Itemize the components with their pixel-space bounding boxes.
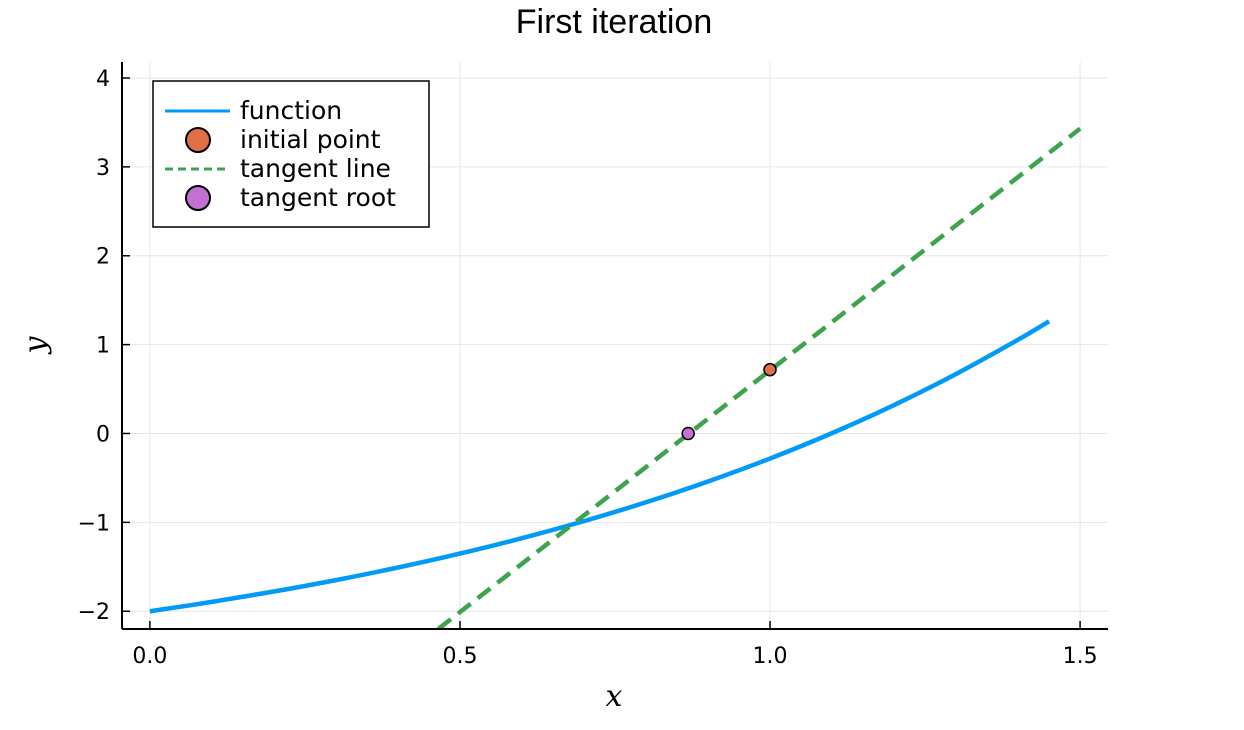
y-tick-label: 2 — [96, 245, 110, 270]
legend-tangent-line-label: tangent line — [240, 154, 391, 183]
chart-title: First iteration — [516, 3, 713, 41]
y-tick-label: 3 — [96, 156, 110, 181]
y-tick-label: −2 — [78, 600, 110, 625]
x-tick-label: 0.5 — [442, 644, 477, 669]
legend-initial-point-swatch — [185, 127, 211, 153]
x-tick-label: 0.0 — [132, 644, 167, 669]
y-tick-label: 1 — [96, 334, 110, 359]
y-tick-label: 0 — [96, 422, 110, 447]
y-tick-label: 4 — [96, 67, 110, 92]
legend-tangent-root-label: tangent root — [240, 183, 396, 212]
y-axis-ticks: −2 −1 0 1 2 3 4 — [78, 67, 130, 625]
x-axis-label: x — [606, 679, 623, 714]
x-axis-ticks: 0.0 0.5 1.0 1.5 — [132, 621, 1098, 669]
y-tick-label: −1 — [78, 511, 110, 536]
series-tangent-line — [436, 126, 1082, 629]
initial-point-marker — [763, 362, 777, 377]
legend-initial-point-label: initial point — [240, 125, 381, 154]
legend: function initial point tangent line tang… — [152, 80, 430, 228]
x-tick-label: 1.5 — [1063, 644, 1098, 669]
legend-function-label: function — [240, 96, 342, 125]
legend-tangent-root-swatch — [185, 185, 211, 211]
y-axis-label: y — [18, 335, 53, 355]
tangent-root-marker — [681, 426, 695, 441]
series-function-line — [149, 319, 1051, 614]
x-tick-label: 1.0 — [753, 644, 788, 669]
